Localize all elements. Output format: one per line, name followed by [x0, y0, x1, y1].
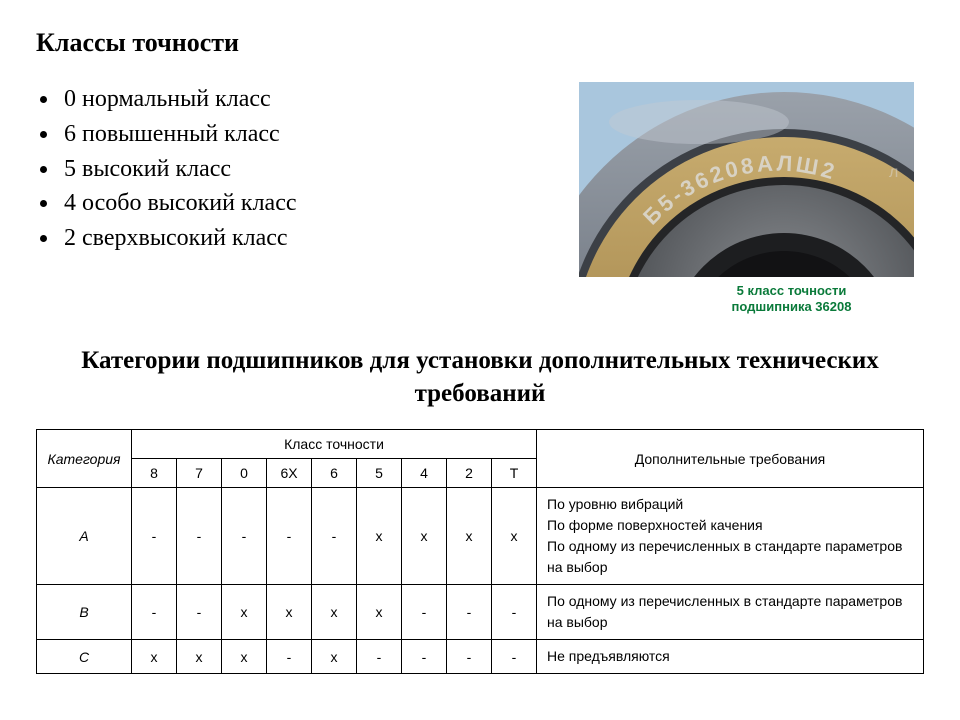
cell-mark: -	[267, 488, 312, 585]
precision-class-list: 0 нормальный класс 6 повышенный класс 5 …	[60, 82, 297, 256]
cell-mark: х	[312, 585, 357, 640]
th-pc: 5	[357, 459, 402, 488]
cell-mark: -	[357, 640, 402, 674]
table-title: Категории подшипников для установки допо…	[36, 344, 924, 412]
list-item: 6 повышенный класс	[60, 117, 297, 152]
page-title: Классы точности	[36, 28, 924, 58]
caption-line: подшипника 36208	[732, 299, 852, 314]
th-pc: 6	[312, 459, 357, 488]
th-pc: 8	[132, 459, 177, 488]
cell-mark: х	[312, 640, 357, 674]
svg-text:л: л	[889, 164, 898, 181]
cell-mark: -	[447, 585, 492, 640]
cell-mark: -	[312, 488, 357, 585]
bearing-illustration: Б5-36208АЛШ2 л	[579, 82, 914, 277]
cell-mark: х	[132, 640, 177, 674]
cell-requirements: По одному из перечисленных в стандарте п…	[537, 585, 924, 640]
cell-mark: -	[177, 488, 222, 585]
cell-mark: х	[222, 585, 267, 640]
cell-mark: -	[132, 488, 177, 585]
th-pc: 4	[402, 459, 447, 488]
th-precision-group: Класс точности	[132, 430, 537, 459]
th-pc: 2	[447, 459, 492, 488]
table-row: А-----ххххПо уровню вибрацийПо форме пов…	[37, 488, 924, 585]
cell-mark: х	[177, 640, 222, 674]
cell-mark: -	[402, 585, 447, 640]
cell-mark: -	[222, 488, 267, 585]
th-requirements: Дополнительные требования	[537, 430, 924, 488]
th-pc: 0	[222, 459, 267, 488]
cell-mark: х	[402, 488, 447, 585]
bearing-figure: Б5-36208АЛШ2 л 5 класс точности подшипни…	[579, 82, 914, 316]
cell-requirements: Не предъявляются	[537, 640, 924, 674]
cell-mark: -	[447, 640, 492, 674]
list-item: 4 особо высокий класс	[60, 186, 297, 221]
list-item: 0 нормальный класс	[60, 82, 297, 117]
cell-mark: х	[357, 488, 402, 585]
table-row: В--хххх---По одному из перечисленных в с…	[37, 585, 924, 640]
th-pc: 6Х	[267, 459, 312, 488]
table-row: Сххх-х----Не предъявляются	[37, 640, 924, 674]
cell-mark: -	[402, 640, 447, 674]
cell-requirements: По уровню вибрацийПо форме поверхностей …	[537, 488, 924, 585]
cell-mark: -	[267, 640, 312, 674]
list-item: 2 сверхвысокий класс	[60, 221, 297, 256]
cell-category: А	[37, 488, 132, 585]
cell-mark: х	[267, 585, 312, 640]
list-item: 5 высокий класс	[60, 152, 297, 187]
bearing-caption: 5 класс точности подшипника 36208	[579, 283, 914, 316]
cell-mark: -	[177, 585, 222, 640]
category-table: Категория Класс точности Дополнительные …	[36, 429, 924, 674]
cell-mark: х	[492, 488, 537, 585]
th-category: Категория	[37, 430, 132, 488]
cell-mark: -	[132, 585, 177, 640]
top-row: 0 нормальный класс 6 повышенный класс 5 …	[36, 82, 924, 316]
cell-mark: х	[357, 585, 402, 640]
cell-mark: х	[222, 640, 267, 674]
cell-mark: -	[492, 585, 537, 640]
cell-category: С	[37, 640, 132, 674]
th-pc: 7	[177, 459, 222, 488]
cell-category: В	[37, 585, 132, 640]
th-pc: Т	[492, 459, 537, 488]
cell-mark: -	[492, 640, 537, 674]
cell-mark: х	[447, 488, 492, 585]
caption-line: 5 класс точности	[737, 283, 847, 298]
